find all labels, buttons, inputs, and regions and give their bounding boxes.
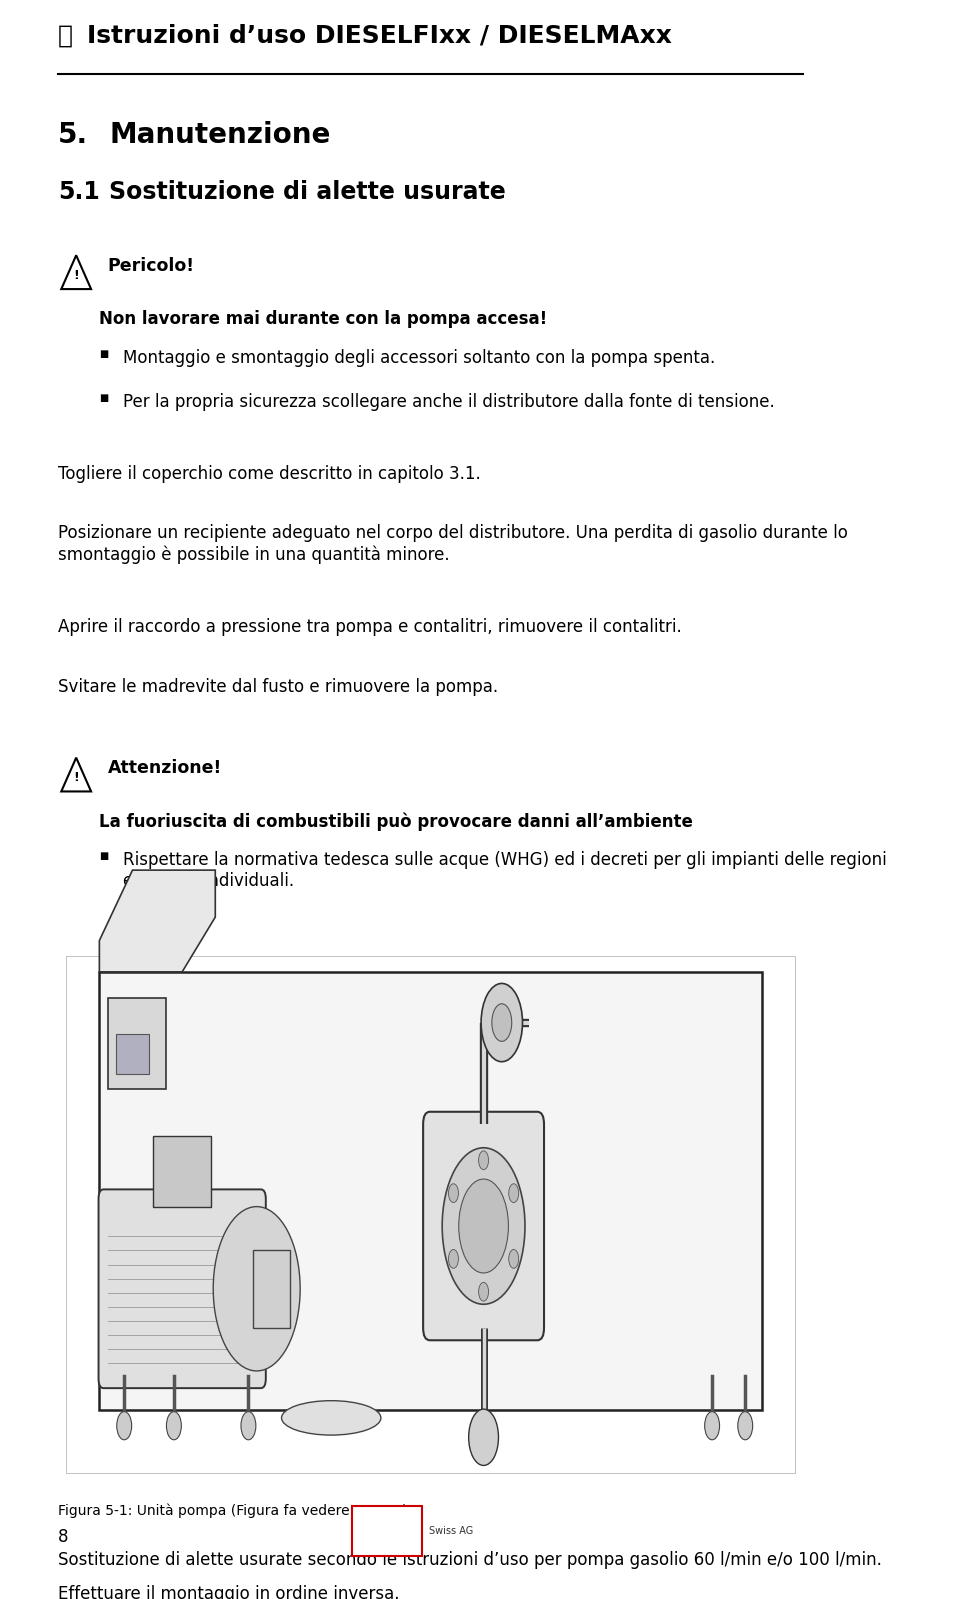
Text: Figura 5-1: Unità pompa (Figura fa vedere 23 420): Figura 5-1: Unità pompa (Figura fa veder… <box>58 1505 407 1519</box>
Text: Posizionare un recipiente adeguato nel corpo del distributore. Una perdita di ga: Posizionare un recipiente adeguato nel c… <box>58 524 848 564</box>
Text: !: ! <box>73 771 79 785</box>
Circle shape <box>443 1148 525 1305</box>
Text: Istruzioni d’uso DIESELFIxx / DIESELMAxx: Istruzioni d’uso DIESELFIxx / DIESELMAxx <box>87 24 672 48</box>
Text: t: t <box>394 1514 406 1540</box>
FancyBboxPatch shape <box>252 1250 290 1327</box>
FancyBboxPatch shape <box>66 956 795 1473</box>
Circle shape <box>166 1412 181 1439</box>
Text: Attenzione!: Attenzione! <box>108 760 222 777</box>
FancyBboxPatch shape <box>154 1137 211 1207</box>
FancyBboxPatch shape <box>100 972 762 1410</box>
Text: Aprire il raccordo a pressione tra pompa e contalitri, rimuovere il contalitri.: Aprire il raccordo a pressione tra pompa… <box>58 619 682 636</box>
Circle shape <box>448 1249 459 1268</box>
Ellipse shape <box>281 1401 381 1434</box>
FancyBboxPatch shape <box>108 998 166 1089</box>
Text: 5.1: 5.1 <box>58 181 100 205</box>
Text: Sostituzione di alette usurate secondo le istruzioni d’uso per pompa gasolio 60 : Sostituzione di alette usurate secondo l… <box>58 1551 882 1569</box>
FancyBboxPatch shape <box>423 1111 544 1340</box>
Text: ■: ■ <box>100 851 108 862</box>
Text: 8: 8 <box>58 1529 68 1546</box>
Circle shape <box>241 1412 256 1439</box>
Circle shape <box>213 1207 300 1370</box>
Text: Non lavorare mai durante con la pompa accesa!: Non lavorare mai durante con la pompa ac… <box>100 310 547 328</box>
Text: Per la propria sicurezza scollegare anche il distributore dalla fonte di tension: Per la propria sicurezza scollegare anch… <box>123 393 775 411</box>
Polygon shape <box>100 870 215 972</box>
Circle shape <box>448 1183 459 1202</box>
Circle shape <box>705 1412 720 1439</box>
Circle shape <box>481 983 522 1062</box>
Circle shape <box>509 1249 518 1268</box>
Text: ■: ■ <box>100 349 108 360</box>
Circle shape <box>468 1409 498 1465</box>
FancyBboxPatch shape <box>352 1506 422 1556</box>
Text: Rispettare la normativa tedesca sulle acque (WHG) ed i decreti per gli impianti : Rispettare la normativa tedesca sulle ac… <box>123 851 886 891</box>
Text: ⓘ: ⓘ <box>58 24 73 48</box>
Circle shape <box>459 1178 509 1273</box>
Text: Pericolo!: Pericolo! <box>108 257 195 275</box>
FancyBboxPatch shape <box>116 1035 149 1073</box>
Text: Swiss AG: Swiss AG <box>429 1525 473 1535</box>
Text: Svitare le madrevite dal fusto e rimuovere la pompa.: Svitare le madrevite dal fusto e rimuove… <box>58 678 498 696</box>
Circle shape <box>479 1151 489 1170</box>
Circle shape <box>479 1282 489 1302</box>
Text: Montaggio e smontaggio degli accessori soltanto con la pompa spenta.: Montaggio e smontaggio degli accessori s… <box>123 349 715 368</box>
Text: ■: ■ <box>100 393 108 403</box>
Text: La fuoriuscita di combustibili può provocare danni all’ambiente: La fuoriuscita di combustibili può provo… <box>100 812 693 831</box>
Text: fm: fm <box>365 1521 396 1540</box>
Text: Effettuare il montaggio in ordine inversa.: Effettuare il montaggio in ordine invers… <box>58 1585 399 1599</box>
Circle shape <box>492 1004 512 1041</box>
Text: !: ! <box>73 269 79 281</box>
Circle shape <box>117 1412 132 1439</box>
Text: Sostituzione di alette usurate: Sostituzione di alette usurate <box>109 181 506 205</box>
FancyBboxPatch shape <box>99 1190 266 1388</box>
Text: Togliere il coperchio come descritto in capitolo 3.1.: Togliere il coperchio come descritto in … <box>58 465 481 483</box>
Circle shape <box>509 1183 518 1202</box>
Text: Manutenzione: Manutenzione <box>109 120 330 149</box>
Text: 5.: 5. <box>58 120 88 149</box>
Circle shape <box>738 1412 753 1439</box>
